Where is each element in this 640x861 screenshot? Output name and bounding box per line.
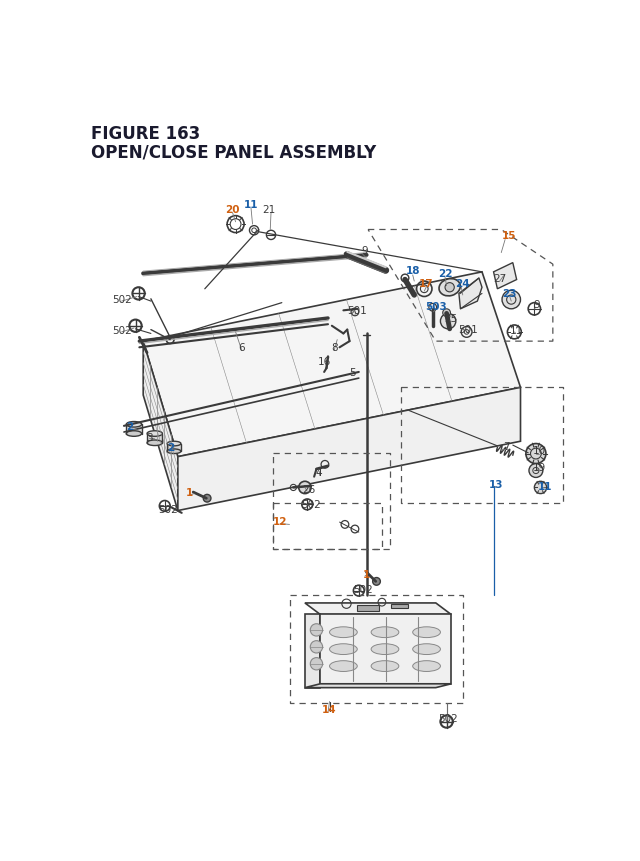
Ellipse shape: [126, 431, 141, 437]
Text: 5: 5: [349, 368, 356, 377]
Bar: [167, 444, 181, 452]
Polygon shape: [305, 684, 451, 688]
Ellipse shape: [371, 661, 399, 672]
Text: 2: 2: [167, 443, 175, 453]
Text: 19: 19: [532, 463, 546, 473]
Circle shape: [204, 495, 211, 503]
Polygon shape: [305, 615, 320, 688]
Ellipse shape: [371, 644, 399, 654]
Text: 12: 12: [273, 517, 287, 527]
Text: 16: 16: [318, 356, 332, 367]
Circle shape: [526, 444, 546, 464]
Polygon shape: [143, 342, 178, 511]
Text: 501: 501: [348, 306, 367, 316]
Text: 20: 20: [225, 204, 240, 214]
Ellipse shape: [371, 627, 399, 638]
Text: 502: 502: [301, 499, 321, 510]
Text: 22: 22: [438, 269, 452, 279]
Circle shape: [445, 283, 454, 293]
Ellipse shape: [126, 422, 141, 428]
Text: 25: 25: [445, 313, 458, 324]
Circle shape: [440, 314, 456, 330]
Polygon shape: [320, 615, 451, 684]
Bar: [357, 605, 379, 611]
Text: 18: 18: [406, 266, 420, 276]
Text: 27: 27: [493, 274, 506, 283]
Bar: [391, 604, 408, 609]
Ellipse shape: [413, 661, 440, 672]
Bar: [126, 424, 141, 434]
Text: 503: 503: [425, 301, 447, 312]
Polygon shape: [178, 388, 520, 511]
Ellipse shape: [439, 279, 460, 296]
Text: 1: 1: [186, 487, 193, 498]
Text: FIGURE 163: FIGURE 163: [91, 125, 200, 143]
Text: 11: 11: [510, 326, 524, 336]
Text: 7: 7: [503, 442, 510, 451]
Polygon shape: [143, 273, 520, 457]
Ellipse shape: [330, 644, 357, 654]
Ellipse shape: [413, 644, 440, 654]
Circle shape: [443, 309, 451, 317]
Text: OPEN/CLOSE PANEL ASSEMBLY: OPEN/CLOSE PANEL ASSEMBLY: [91, 143, 376, 161]
Text: 10: 10: [532, 446, 545, 456]
Text: 8: 8: [331, 343, 337, 353]
Circle shape: [299, 481, 311, 494]
Text: 21: 21: [262, 204, 275, 214]
Ellipse shape: [330, 627, 357, 638]
Ellipse shape: [147, 441, 163, 446]
Text: 502: 502: [112, 325, 131, 335]
Text: 501: 501: [458, 325, 478, 334]
Text: 9: 9: [361, 246, 367, 256]
Polygon shape: [493, 263, 516, 289]
Text: 4: 4: [316, 468, 322, 478]
Ellipse shape: [413, 627, 440, 638]
Text: 6: 6: [239, 343, 245, 353]
Text: 23: 23: [502, 289, 517, 299]
Circle shape: [310, 641, 323, 653]
Text: 2: 2: [125, 421, 133, 431]
Circle shape: [344, 252, 350, 258]
Text: 24: 24: [454, 278, 469, 288]
Text: 13: 13: [488, 480, 503, 490]
Text: 17: 17: [419, 278, 434, 288]
Text: 502: 502: [112, 294, 131, 305]
Circle shape: [534, 481, 547, 494]
Circle shape: [502, 291, 520, 309]
Text: 9: 9: [533, 300, 540, 310]
Circle shape: [310, 624, 323, 636]
Circle shape: [310, 658, 323, 670]
Circle shape: [372, 578, 380, 585]
Ellipse shape: [330, 661, 357, 672]
Text: 3: 3: [146, 432, 153, 442]
Text: 11: 11: [244, 200, 259, 210]
Bar: [147, 434, 163, 443]
Text: 14: 14: [322, 704, 337, 715]
Ellipse shape: [167, 442, 181, 446]
Text: 502: 502: [353, 585, 373, 594]
Text: 502: 502: [158, 505, 178, 514]
Circle shape: [529, 464, 543, 478]
Text: 502: 502: [438, 714, 458, 723]
Ellipse shape: [147, 431, 163, 437]
Polygon shape: [459, 279, 482, 309]
Text: 1: 1: [363, 569, 370, 579]
Text: 15: 15: [502, 231, 516, 240]
Text: 11: 11: [538, 481, 552, 492]
Text: 26: 26: [302, 485, 316, 494]
Ellipse shape: [167, 449, 181, 454]
Polygon shape: [305, 604, 451, 615]
